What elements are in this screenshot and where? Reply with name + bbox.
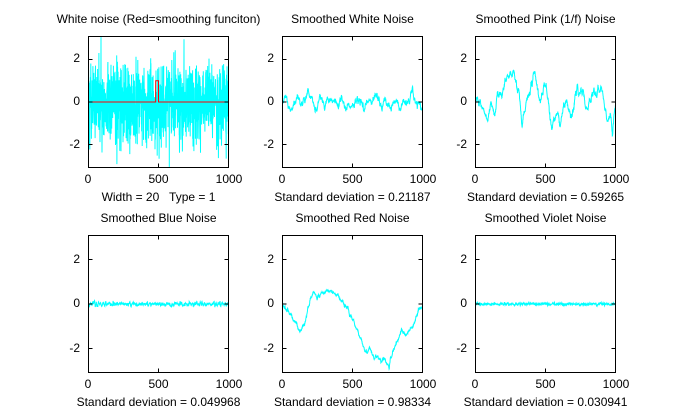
subplot-title: Smoothed Blue Noise xyxy=(100,211,217,225)
y-tick-label: 0 xyxy=(73,94,80,108)
subplot-smoothed-blue-noise: Smoothed Blue Noise 2 0 -2 0 500 1000 St… xyxy=(43,211,274,415)
x-tick-label: 500 xyxy=(342,172,363,186)
series-smoothed-white-noise xyxy=(282,84,423,114)
y-tick-label: 2 xyxy=(267,252,274,266)
axes-box xyxy=(282,235,423,373)
y-tick-label: 0 xyxy=(460,94,467,108)
series-smoothed-pink-noise xyxy=(475,69,616,137)
x-tick-label: 500 xyxy=(535,377,556,391)
y-tick-label: 2 xyxy=(460,51,467,65)
subplot-smoothed-pink-noise: Smoothed Pink (1/f) Noise 2 0 -2 0 500 1… xyxy=(430,12,661,210)
plot-area xyxy=(475,235,616,373)
subplot-title: White noise (Red=smoothing funciton) xyxy=(56,12,261,26)
x-tick-label: 1000 xyxy=(409,377,437,391)
subplot-annotation: Standard deviation = 0.98334 xyxy=(273,395,432,409)
x-tick-label: 0 xyxy=(278,377,286,391)
y-tick-label: -2 xyxy=(69,341,80,355)
x-tick-label: 500 xyxy=(535,172,556,186)
y-tick-label: -2 xyxy=(456,341,467,355)
y-tick-label: -2 xyxy=(69,137,80,151)
subplot-smoothed-white-noise: Smoothed White Noise 2 0 -2 0 500 1000 S… xyxy=(237,12,468,210)
y-tick-label: 0 xyxy=(460,296,467,310)
x-tick-label: 0 xyxy=(278,172,286,186)
subplot-title: Smoothed Red Noise xyxy=(295,211,410,225)
y-tick-label: 2 xyxy=(73,51,80,65)
plot-area xyxy=(282,235,423,373)
x-tick-label: 1000 xyxy=(602,172,630,186)
subplot-title: Smoothed Violet Noise xyxy=(484,211,607,225)
y-tick-label: 2 xyxy=(267,51,274,65)
subplot-annotation: Standard deviation = 0.030941 xyxy=(463,395,628,409)
x-tick-label: 1000 xyxy=(215,172,243,186)
y-tick-label: 0 xyxy=(267,296,274,310)
series-smoothing-function xyxy=(88,80,229,103)
y-tick-label: 0 xyxy=(267,94,274,108)
y-tick-label: -2 xyxy=(263,341,274,355)
series-smoothed-blue-noise xyxy=(88,299,229,308)
subplot-smoothed-red-noise: Smoothed Red Noise 2 0 -2 0 500 1000 Sta… xyxy=(237,211,468,415)
x-tick-label: 500 xyxy=(342,377,363,391)
series-smoothed-violet-noise xyxy=(475,300,616,308)
x-tick-label: 0 xyxy=(471,172,479,186)
x-tick-label: 1000 xyxy=(602,377,630,391)
y-tick-label: -2 xyxy=(263,137,274,151)
subplot-annotation: Standard deviation = 0.59265 xyxy=(466,190,625,204)
plot-area xyxy=(475,36,616,168)
series-smoothed-red-noise xyxy=(282,288,423,371)
subplot-title: Smoothed Pink (1/f) Noise xyxy=(475,12,616,26)
x-tick-label: 0 xyxy=(84,172,92,186)
subplot-smoothed-violet-noise: Smoothed Violet Noise 2 0 -2 0 500 1000 … xyxy=(430,211,661,415)
x-tick-label: 1000 xyxy=(215,377,243,391)
subplot-annotation: Standard deviation = 0.049968 xyxy=(76,395,241,409)
subplot-white-noise: White noise (Red=smoothing funciton) 2 0… xyxy=(43,12,274,210)
x-tick-label: 1000 xyxy=(409,172,437,186)
y-tick-label: 0 xyxy=(73,296,80,310)
y-tick-label: -2 xyxy=(456,137,467,151)
x-tick-label: 0 xyxy=(84,377,92,391)
plot-area xyxy=(88,36,229,168)
y-tick-label: 2 xyxy=(460,252,467,266)
x-tick-label: 500 xyxy=(148,172,169,186)
subplot-annotation: Standard deviation = 0.21187 xyxy=(274,190,431,204)
subplot-annotation: Width = 20 Type = 1 xyxy=(101,190,216,204)
y-tick-label: 2 xyxy=(73,252,80,266)
plot-area xyxy=(282,36,423,168)
x-tick-label: 500 xyxy=(148,377,169,391)
x-tick-label: 0 xyxy=(471,377,479,391)
subplot-title: Smoothed White Noise xyxy=(291,12,414,26)
plot-area xyxy=(88,235,229,373)
